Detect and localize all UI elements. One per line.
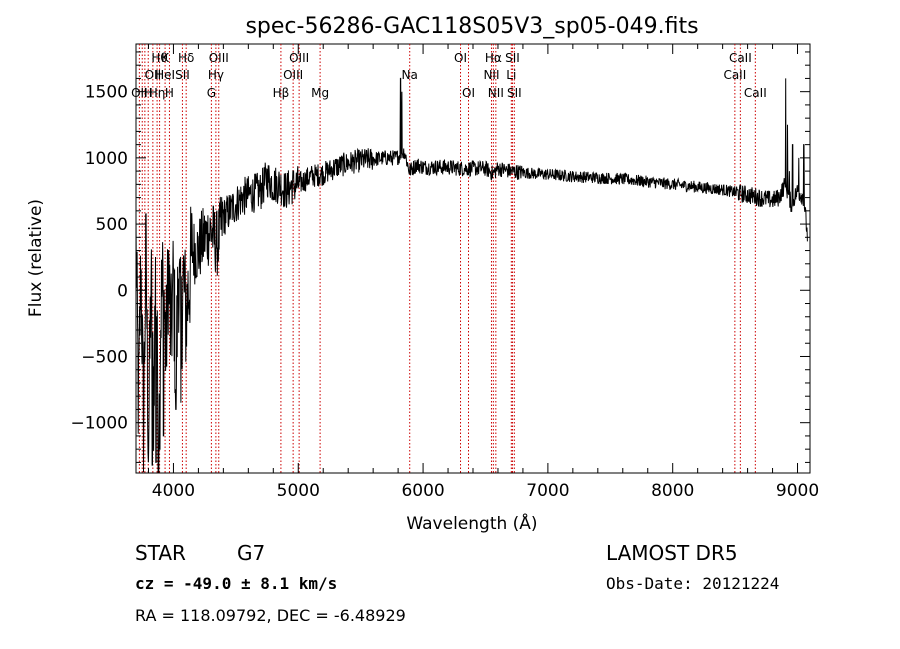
- survey-name: LAMOST DR5: [606, 541, 738, 565]
- spectral-line-label: OIII: [289, 51, 309, 65]
- spectral-line-label: Hα: [485, 51, 502, 65]
- y-tick-label: 1500: [85, 83, 128, 103]
- redshift-velocity: cz = -49.0 ± 8.1 km/s: [135, 574, 337, 593]
- spectral-line-label: OII: [145, 68, 162, 82]
- spectral-line-label: OIII: [209, 51, 229, 65]
- spectral-line-labels: OIIHOIIHηHθKHeIHSIIHδGHγOIIIHβOIIIOIIIMg…: [131, 51, 767, 100]
- spectral-line-label: Hη: [149, 86, 166, 100]
- coordinates: RA = 118.09792, DEC = -6.48929: [135, 606, 406, 625]
- plot-area: OIIHOIIHηHθKHeIHSIIHδGHγOIIIHβOIIIOIIIMg…: [70, 43, 819, 501]
- spectral-line-label: Mg: [311, 86, 329, 100]
- y-axis-label: Flux (relative): [26, 199, 46, 317]
- spectral-line-label: CaII: [744, 86, 767, 100]
- y-axis: −1000 −500 0 500 1000 1500: [70, 51, 810, 463]
- spectral-line-label: CaII: [729, 51, 752, 65]
- object-class: STAR: [135, 541, 186, 565]
- spectral-line-markers: [138, 44, 756, 473]
- x-tick-label: 6000: [401, 481, 444, 501]
- spectral-line-label: HeI: [155, 68, 175, 82]
- spectral-line-label: SII: [505, 51, 520, 65]
- spectral-line-label: H: [165, 86, 174, 100]
- spectral-line-label: CaII: [723, 68, 746, 82]
- spectral-line-label: NII: [483, 68, 499, 82]
- spectral-line-label: K: [161, 51, 170, 65]
- object-subclass: G7: [237, 541, 265, 565]
- info-panel: STAR G7 LAMOST DR5 cz = -49.0 ± 8.1 km/s…: [135, 541, 779, 625]
- spectral-line-label: NII: [488, 86, 504, 100]
- flux-series-line: [135, 77, 808, 474]
- spectral-line-label: G: [207, 86, 216, 100]
- spectral-line-label: Hδ: [178, 51, 194, 65]
- y-tick-label: 500: [96, 215, 128, 235]
- spectral-line-label: H: [144, 86, 153, 100]
- spectral-line-label: OII: [131, 86, 148, 100]
- y-tick-label: −1000: [70, 414, 128, 434]
- x-tick-label: 7000: [526, 481, 569, 501]
- chart-title: spec-56286-GAC118S05V3_sp05-049.fits: [245, 14, 698, 39]
- x-tick-label: 9000: [776, 481, 819, 501]
- spectral-line-label: Hγ: [208, 68, 224, 82]
- spectral-line-label: Hβ: [273, 86, 290, 100]
- y-tick-label: 1000: [85, 149, 128, 169]
- x-tick-label: 4000: [152, 481, 195, 501]
- spectral-line-label: Na: [402, 68, 418, 82]
- spectral-line-label: OIII: [283, 68, 303, 82]
- x-axis-label: Wavelength (Å): [406, 512, 537, 534]
- y-tick-label: −500: [81, 347, 128, 367]
- y-tick-label: 0: [117, 281, 128, 301]
- spectral-line-label: Hθ: [151, 51, 167, 65]
- x-tick-label: 8000: [651, 481, 694, 501]
- spectral-line-label: OI: [454, 51, 467, 65]
- spectral-line-label: SII: [175, 68, 190, 82]
- spectral-line-label: OI: [462, 86, 475, 100]
- spectral-line-label: SII: [507, 86, 522, 100]
- spectral-line-label: Li: [506, 68, 516, 82]
- plot-frame: [135, 43, 811, 474]
- x-tick-label: 5000: [277, 481, 320, 501]
- observation-date: Obs-Date: 20121224: [606, 574, 779, 593]
- x-axis: 4000 5000 6000 7000 8000 9000: [147, 44, 819, 501]
